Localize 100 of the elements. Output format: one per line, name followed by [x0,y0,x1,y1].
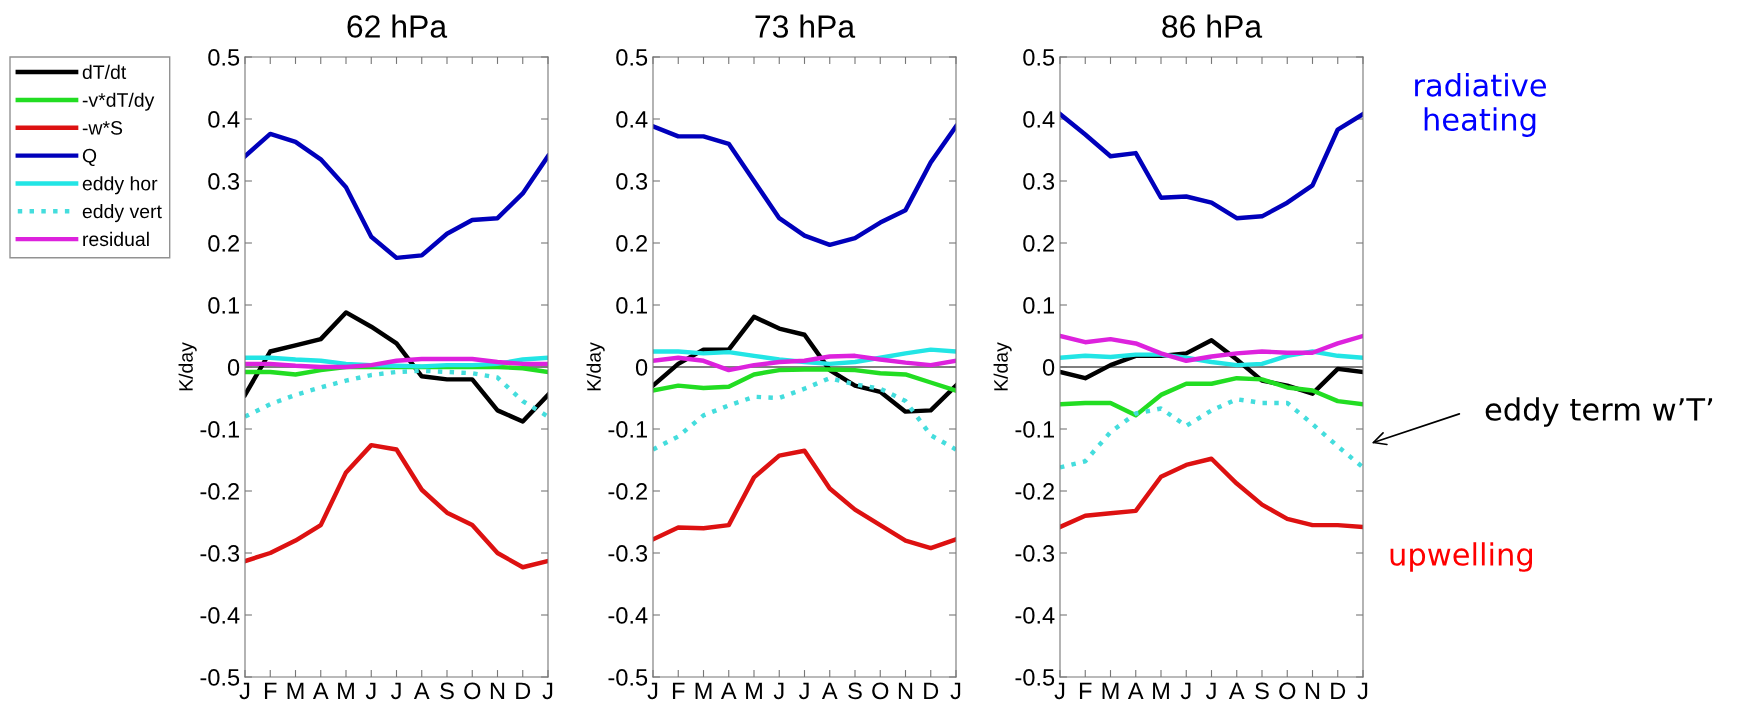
line-series [653,124,956,248]
y-tick-label: -0.3 [1015,545,1055,562]
x-tick-label: M [338,682,354,699]
legend-label: -w*S [82,120,123,135]
x-tick-label: M [287,682,304,699]
y-tick-label: 0 [227,359,240,376]
line-series [245,442,548,570]
x-tick-label: J [1180,682,1191,700]
x-tick-label: M [695,682,712,699]
y-tick-label: 0.4 [208,111,240,128]
y-tick-label: -0.5 [1015,669,1055,686]
line-series [1060,456,1363,530]
x-tick-label: N [1305,682,1320,699]
y-tick-label: -0.4 [200,607,240,624]
legend-label: Q [82,148,97,167]
x-tick-label: A [720,682,737,699]
x-tick-label: A [312,682,329,699]
x-tick-label: A [1127,682,1144,699]
x-tick-label: D [516,682,531,699]
x-tick-label: N [490,682,505,699]
x-tick-label: S [1255,682,1269,700]
y-tick-label: 0.4 [1023,111,1055,128]
y-axis-title: K/day [586,342,605,391]
legend-label: dT/dt [82,64,127,80]
x-tick-label: F [672,682,685,699]
y-tick-label: 0.3 [1023,173,1055,190]
y-tick-label: 0 [635,359,648,376]
chart-title: 62 hPa [347,14,448,38]
text: eddy term w’T’ [1485,397,1713,427]
x-tick-label: J [390,682,401,700]
y-tick-label: -0.3 [608,545,648,562]
y-tick-label: 0.1 [1023,297,1054,314]
x-tick-label: A [821,682,838,699]
y-tick-label: -0.1 [1015,421,1054,438]
x-tick-label: J [950,682,961,700]
x-tick-label: J [542,682,553,700]
x-tick-label: J [773,682,784,700]
y-tick-label: -0.1 [200,421,239,438]
x-tick-label: J [647,682,658,700]
line-series [653,375,956,452]
x-tick-label: J [1205,682,1216,700]
y-tick-label: 0.2 [616,235,647,252]
x-tick-label: J [365,682,376,700]
x-tick-label: J [239,682,250,700]
line-series [1060,111,1363,221]
x-tick-label: F [264,682,277,699]
x-tick-label: M [1102,682,1119,699]
line-series [245,131,548,261]
chart-title: 86 hPa [1162,14,1263,38]
line-series [653,353,956,373]
y-tick-label: -0.4 [1015,607,1055,624]
text: upwelling [1390,542,1532,572]
y-tick-label: 0.3 [616,173,648,190]
y-tick-label: 0.4 [616,111,648,128]
x-tick-label: S [848,682,862,700]
line-series [1060,333,1363,364]
y-tick-label: -0.2 [608,483,647,500]
y-tick-label: -0.5 [200,669,240,686]
line-series [653,367,956,393]
x-tick-label: O [1279,682,1296,700]
x-tick-label: A [413,682,430,699]
x-tick-label: J [1054,682,1065,700]
y-tick-label: -0.2 [200,483,239,500]
legend-label: eddy vert [82,204,162,223]
line-series [653,448,956,551]
y-axis-title: K/day [993,342,1012,391]
y-tick-label: 0.2 [208,235,239,252]
y-tick-label: 0.5 [208,49,240,66]
y-tick-label: 0.5 [616,49,648,66]
x-tick-label: N [898,682,913,699]
line-series [245,310,548,424]
x-tick-label: D [1331,682,1346,699]
y-tick-label: 0 [1042,359,1055,376]
legend-label: residual [83,231,149,247]
line-series [1060,375,1363,418]
x-tick-label: D [924,682,939,699]
y-tick-label: 0.5 [1023,49,1055,66]
x-tick-label: M [1153,682,1169,699]
x-tick-label: J [1357,682,1368,700]
x-tick-label: J [798,682,809,700]
y-axis-title: K/day [178,342,197,391]
line-series [1060,397,1363,470]
legend-label: eddy hor [82,176,158,195]
y-tick-label: 0.1 [616,297,647,314]
x-tick-label: F [1079,682,1092,699]
line-series [245,368,548,419]
x-tick-label: S [440,682,454,700]
x-tick-label: O [464,682,481,700]
text: radiative heating [1415,73,1546,137]
y-tick-label: -0.5 [608,669,648,686]
y-tick-label: -0.2 [1015,483,1054,500]
y-tick-label: -0.1 [608,421,647,438]
x-tick-label: M [746,682,762,699]
legend-label: -v*dT/dy [82,92,155,111]
y-tick-label: 0.3 [208,173,240,190]
y-tick-label: -0.3 [200,545,240,562]
y-tick-label: 0.2 [1023,235,1054,252]
chart-title: 73 hPa [755,14,856,38]
x-tick-label: O [872,682,889,700]
y-tick-label: 0.1 [208,297,239,314]
